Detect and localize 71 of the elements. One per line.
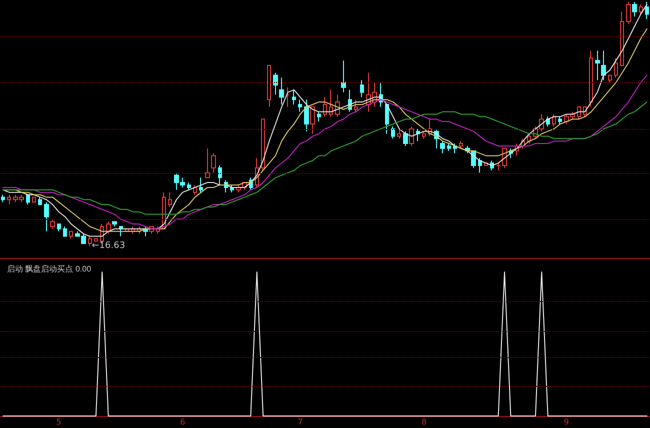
candlestick xyxy=(69,230,73,240)
candlestick xyxy=(63,226,67,237)
candlestick xyxy=(632,2,637,18)
candlestick xyxy=(168,192,172,208)
candlestick xyxy=(94,238,98,242)
annotation: ←16.63 xyxy=(92,241,126,251)
candlestick xyxy=(7,194,11,206)
candlestick xyxy=(546,116,550,127)
candlestick xyxy=(397,128,401,140)
candlestick xyxy=(57,224,61,232)
candlestick xyxy=(323,96,327,118)
candlestick xyxy=(341,60,346,93)
candlestick xyxy=(267,64,271,108)
candlestick xyxy=(385,104,389,134)
candlestick xyxy=(403,130,408,146)
x-tick-label: 7 xyxy=(298,418,303,426)
candlestick xyxy=(279,77,284,105)
candlestick xyxy=(88,236,92,246)
chart-title: 启动 飘盘启动买点 0.00 xyxy=(7,264,92,274)
candlestick xyxy=(230,184,234,193)
candlestick xyxy=(26,194,30,206)
candlestick xyxy=(552,114,556,127)
candlestick xyxy=(205,148,210,178)
candlestick xyxy=(261,118,265,171)
candlestick xyxy=(304,99,309,132)
x-tick-label: 6 xyxy=(180,418,186,426)
candlestick xyxy=(601,50,606,81)
candlestick xyxy=(527,133,531,144)
candlestick xyxy=(422,130,426,140)
candlestick xyxy=(38,196,42,206)
candlestick xyxy=(292,89,296,105)
candlestick xyxy=(218,164,222,186)
candlestick xyxy=(187,182,191,190)
candlestick xyxy=(459,140,463,149)
candlestick xyxy=(310,106,315,134)
candlestick xyxy=(360,80,364,98)
candlestick xyxy=(626,2,631,24)
candlestick xyxy=(286,86,290,108)
candlestick xyxy=(112,221,117,227)
candlestick xyxy=(106,221,111,234)
x-tick-label: 8 xyxy=(422,418,427,426)
candlestick xyxy=(391,126,395,140)
candlestick xyxy=(645,2,649,20)
candlestick xyxy=(317,111,321,122)
candlestick xyxy=(478,158,482,174)
candlestick xyxy=(453,143,457,154)
candlestick xyxy=(329,89,333,118)
x-tick-label: 9 xyxy=(564,418,569,426)
candlestick xyxy=(298,99,302,112)
candlestick xyxy=(595,50,600,81)
candlestick xyxy=(50,218,55,230)
candlestick xyxy=(1,194,5,203)
x-tick-label: 5 xyxy=(56,418,62,426)
candlestick xyxy=(620,11,624,66)
candlestick xyxy=(193,184,197,196)
candlestick xyxy=(440,140,445,154)
candlestick xyxy=(614,58,618,78)
candlestick xyxy=(589,50,593,108)
candlestick xyxy=(119,226,123,237)
candlestick xyxy=(354,99,358,112)
candlestick xyxy=(577,106,581,120)
candlestick xyxy=(273,72,278,96)
candlestick xyxy=(32,196,36,203)
candlestick xyxy=(199,177,203,193)
candlestick xyxy=(211,152,216,174)
candlestick xyxy=(447,143,451,152)
candlestick xyxy=(409,126,414,146)
candlestick xyxy=(558,116,562,124)
candlestick xyxy=(639,4,643,15)
candlestick xyxy=(44,202,49,232)
candlestick xyxy=(608,74,612,84)
